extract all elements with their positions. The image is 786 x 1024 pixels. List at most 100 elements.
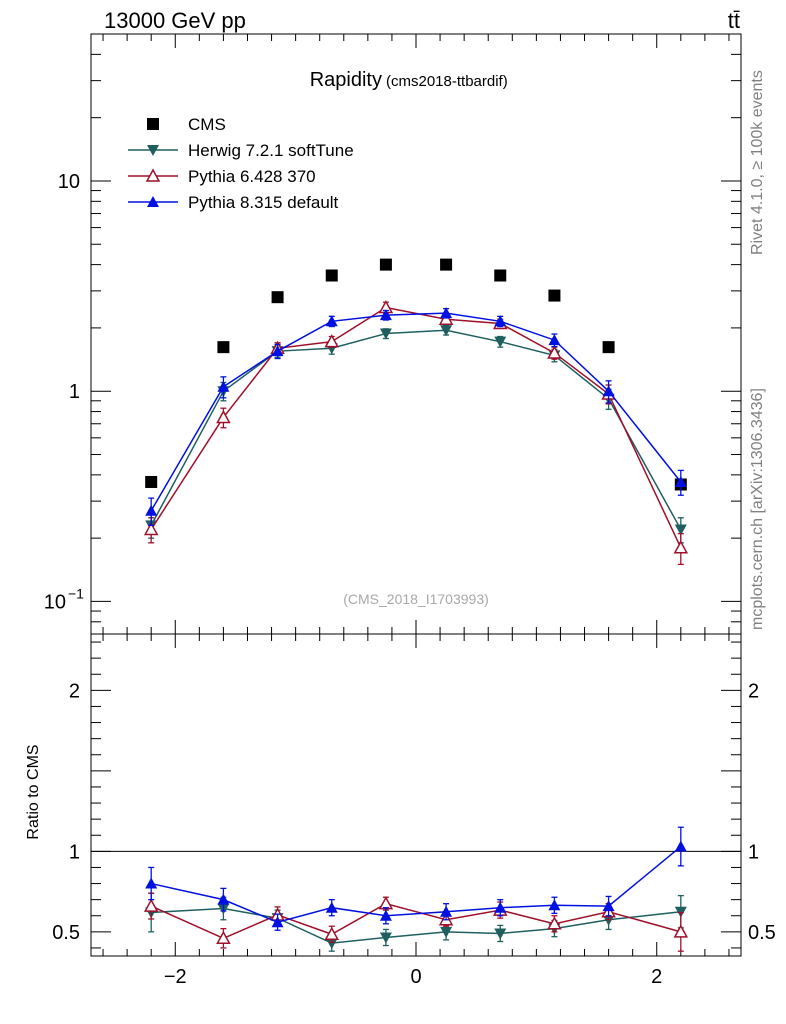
series-line bbox=[150, 312, 682, 512]
legend-label: Pythia 8.315 default bbox=[188, 193, 339, 212]
series-line bbox=[150, 902, 682, 940]
y-tick-label: 10 bbox=[44, 591, 66, 613]
data-point bbox=[324, 334, 340, 348]
y-tick-label: 1 bbox=[69, 841, 80, 863]
data-point bbox=[494, 315, 507, 327]
data-point bbox=[494, 269, 507, 282]
legend-entry-herwig-7-2-1-softtune: Herwig 7.2.1 softTune bbox=[128, 141, 354, 160]
legend-entry-pythia-8-315-default: Pythia 8.315 default bbox=[128, 193, 339, 212]
data-point bbox=[494, 336, 507, 348]
ratio-series bbox=[143, 826, 689, 952]
data-point bbox=[379, 309, 392, 321]
y-tick-label: 2 bbox=[69, 680, 80, 702]
data-point bbox=[379, 328, 392, 340]
legend-marker bbox=[147, 145, 159, 156]
data-point bbox=[145, 475, 158, 488]
data-point bbox=[379, 932, 392, 944]
data-point bbox=[145, 504, 158, 516]
y-tick-label-right: 0.5 bbox=[748, 922, 776, 944]
series-pythia-8-315-default bbox=[145, 826, 687, 931]
data-point bbox=[217, 893, 230, 905]
process-label: tt̄ bbox=[728, 8, 740, 33]
series-pythia-6-428-370 bbox=[143, 299, 689, 566]
data-point bbox=[673, 540, 689, 554]
series-herwig-7-2-1-softtune bbox=[145, 324, 687, 544]
ratio-y-tick-labels: 0.5 0.5 1 1 2 2 bbox=[52, 680, 776, 944]
series-line bbox=[151, 845, 682, 923]
data-point bbox=[547, 345, 562, 359]
data-point bbox=[548, 289, 561, 302]
series-line bbox=[151, 907, 681, 944]
y-tick-label: 1 bbox=[69, 381, 80, 403]
data-point bbox=[548, 899, 561, 911]
y-tick-label-exponent: −1 bbox=[68, 585, 84, 601]
x-tick-label: 0 bbox=[410, 966, 421, 988]
data-point bbox=[602, 341, 615, 354]
data-point bbox=[325, 315, 338, 327]
data-point bbox=[548, 334, 561, 346]
data-point bbox=[379, 909, 392, 921]
data-point bbox=[143, 521, 159, 536]
data-point bbox=[674, 475, 687, 487]
data-point bbox=[325, 938, 338, 950]
series-pythia-8-315-default bbox=[145, 307, 687, 527]
legend-label: CMS bbox=[188, 115, 226, 134]
data-point bbox=[602, 900, 615, 912]
main-axis-ticks bbox=[91, 33, 741, 635]
data-point bbox=[325, 901, 338, 913]
y-tick-label-right: 1 bbox=[748, 841, 759, 863]
legend-marker bbox=[147, 196, 159, 207]
legend-entry-cms: CMS bbox=[147, 115, 226, 134]
data-point bbox=[379, 258, 392, 271]
legend-marker bbox=[147, 118, 159, 130]
legend-label: Pythia 6.428 370 bbox=[188, 167, 316, 186]
data-point bbox=[271, 345, 284, 357]
series-line bbox=[150, 329, 682, 530]
series-line bbox=[150, 306, 682, 549]
data-point bbox=[440, 926, 453, 938]
data-point bbox=[217, 380, 230, 392]
data-point bbox=[438, 311, 454, 325]
ratio-axis-ticks bbox=[91, 634, 741, 956]
series-cms bbox=[145, 258, 687, 491]
legend-label: Herwig 7.2.1 softTune bbox=[188, 141, 354, 160]
data-point bbox=[494, 901, 507, 913]
y-tick-label: 0.5 bbox=[52, 922, 80, 944]
data-point bbox=[324, 926, 340, 941]
legend-entry-pythia-6-428-370: Pythia 6.428 370 bbox=[128, 167, 316, 186]
y-tick-label: 10 bbox=[58, 171, 80, 193]
chart-subtitle: (cms2018-ttbardif) bbox=[386, 73, 508, 90]
ratio-x-tick-labels: −2 0 2 bbox=[164, 966, 662, 988]
data-point bbox=[440, 258, 453, 271]
data-point bbox=[271, 916, 284, 928]
main-series bbox=[143, 258, 689, 566]
energy-label: 13000 GeV pp bbox=[104, 8, 246, 33]
data-point bbox=[378, 896, 394, 910]
source-label: mcplots.cern.ch [arXiv:1306.3436] bbox=[749, 388, 766, 630]
x-tick-label: 2 bbox=[651, 966, 662, 988]
analysis-watermark: (CMS_2018_I1703993) bbox=[343, 591, 489, 607]
data-point bbox=[440, 307, 453, 319]
ratio-frame bbox=[90, 633, 742, 957]
data-point bbox=[216, 930, 231, 945]
data-point bbox=[494, 928, 507, 940]
rivet-version-label: Rivet 4.1.0, ≥ 100k events bbox=[749, 70, 766, 255]
data-point bbox=[547, 916, 562, 930]
legend: CMS Herwig 7.2.1 softTune Pythia 6.428 370… bbox=[128, 115, 354, 212]
data-point bbox=[674, 524, 687, 536]
y-tick-label-right: 2 bbox=[748, 680, 759, 702]
chart-title: Rapidity bbox=[310, 69, 382, 91]
ratio-ylabel: Ratio to CMS bbox=[25, 744, 42, 839]
data-point bbox=[216, 409, 231, 424]
data-point bbox=[440, 325, 453, 337]
legend-marker bbox=[145, 168, 161, 182]
data-point bbox=[145, 877, 158, 889]
data-point bbox=[440, 905, 453, 917]
data-point bbox=[271, 291, 284, 304]
data-point bbox=[217, 341, 230, 354]
x-tick-label: −2 bbox=[164, 966, 187, 988]
data-point bbox=[143, 898, 159, 912]
